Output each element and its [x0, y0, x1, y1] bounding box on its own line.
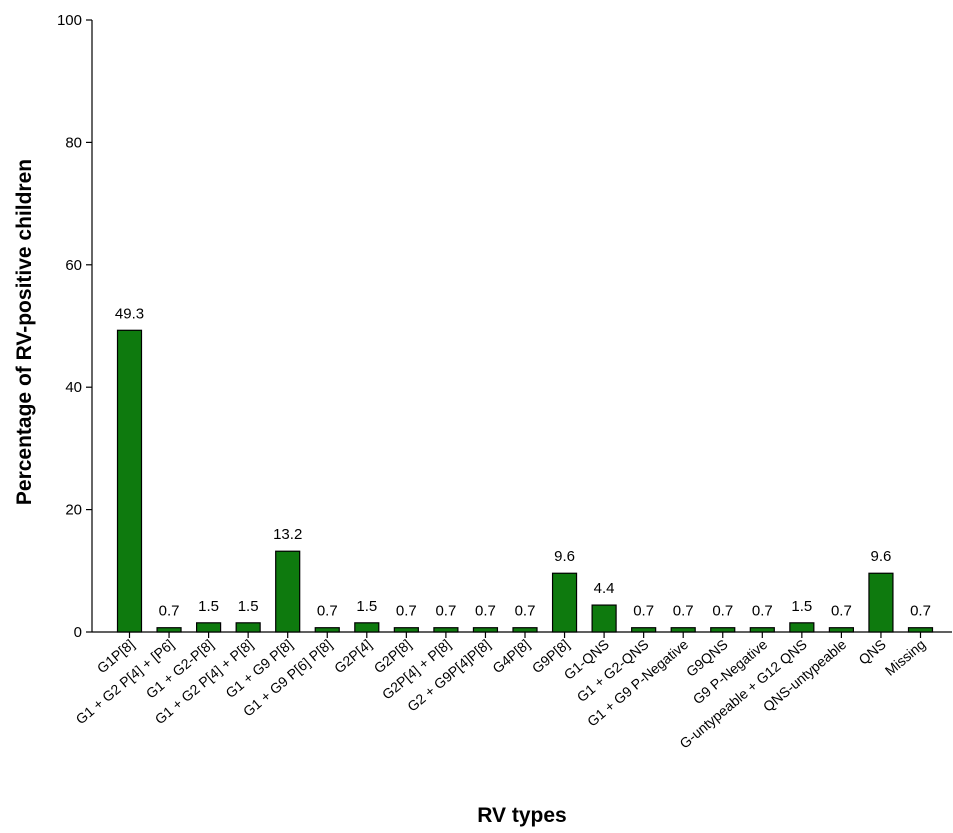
bar-value-label: 0.7	[515, 603, 536, 620]
bar-value-label: 0.7	[396, 603, 417, 620]
bar	[789, 622, 815, 633]
y-tick-label: 100	[57, 12, 82, 29]
bar-value-label: 49.3	[115, 305, 144, 322]
bar-value-label: 0.7	[475, 603, 496, 620]
bar	[314, 627, 340, 633]
bar	[393, 627, 419, 633]
bar-value-label: 1.5	[791, 598, 812, 615]
bar	[196, 622, 222, 633]
bar-value-label: 1.5	[198, 598, 219, 615]
axes	[91, 20, 952, 633]
bars	[116, 329, 934, 638]
bar	[433, 627, 459, 633]
category-label: G2P[4]	[331, 636, 375, 676]
bar	[710, 627, 736, 633]
bar-value-label: 9.6	[554, 548, 575, 565]
category-label: QNS	[855, 636, 889, 668]
bar-value-label: 0.7	[910, 603, 931, 620]
data-labels: 49.3 0.7 1.5 1.5 13.2 0.7 1.5 0.7 0.7 0.7 0.7 9.6 4.…	[115, 305, 931, 619]
y-tick-label: 20	[65, 502, 82, 519]
bar	[156, 627, 182, 633]
bar	[275, 550, 301, 633]
y-tick-label: 0	[74, 624, 82, 641]
bar	[472, 627, 499, 633]
bar-value-label: 0.7	[712, 603, 733, 620]
category-label: G4P[8]	[489, 636, 533, 676]
bar	[631, 627, 657, 633]
bar-value-label: 1.5	[356, 598, 377, 615]
bar-value-label: 0.7	[831, 603, 852, 620]
bar-value-label: 0.7	[159, 603, 180, 620]
bar-value-label: 9.6	[871, 548, 892, 565]
y-ticks: 0 20 40 60 80 100	[57, 12, 92, 641]
bar-value-label: 4.4	[594, 580, 615, 597]
x-axis-title: RV types	[477, 804, 567, 827]
bar-value-label: 0.7	[633, 603, 654, 620]
bar	[670, 627, 696, 633]
bar-value-label: 0.7	[435, 603, 456, 620]
bar	[512, 627, 538, 633]
bar	[868, 572, 894, 633]
bar	[591, 604, 617, 633]
bar-value-label: 13.2	[273, 526, 302, 543]
bar	[235, 622, 261, 633]
bar	[551, 572, 578, 633]
bar	[828, 627, 855, 633]
bar-value-label: 0.7	[752, 603, 773, 620]
bar-value-label: 1.5	[238, 598, 259, 615]
category-label: Missing	[882, 636, 929, 679]
y-tick-label: 60	[65, 257, 82, 274]
y-tick-label: 40	[65, 379, 82, 396]
bar-value-label: 0.7	[317, 603, 338, 620]
bar	[749, 627, 775, 633]
bar	[354, 622, 380, 633]
bar	[116, 329, 143, 633]
bar	[907, 627, 934, 633]
category-labels: G1P[8]G1 + G2 P[4] + [P6]G1 + G2-P[8]G1 …	[72, 636, 928, 752]
bar-value-label: 0.7	[673, 603, 694, 620]
y-axis-title: Percentage of RV-positive children	[13, 159, 36, 505]
y-tick-label: 80	[65, 134, 82, 151]
